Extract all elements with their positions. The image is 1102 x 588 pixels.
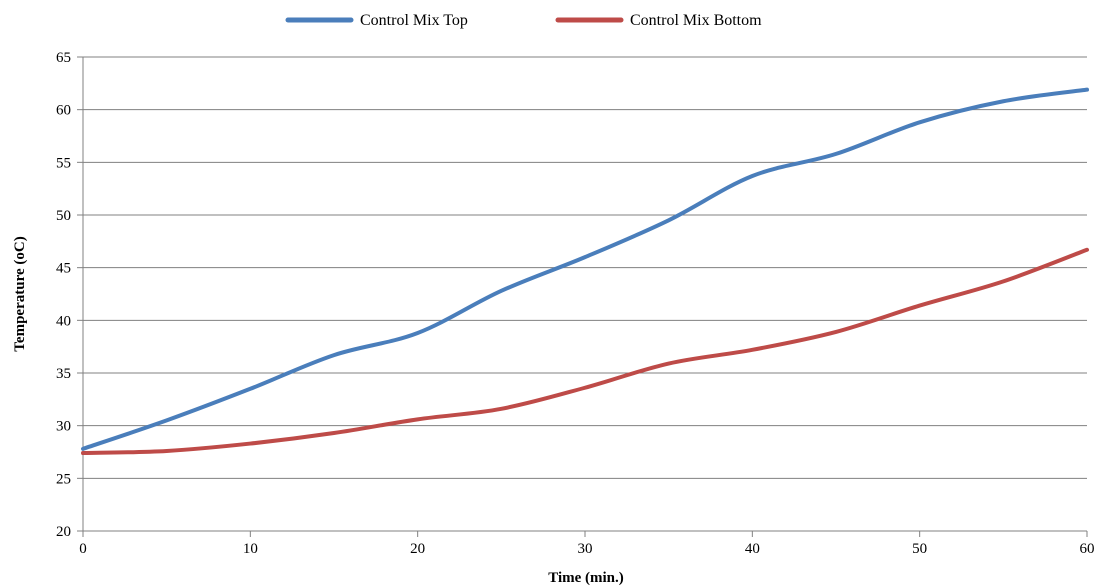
y-tick-label: 45 bbox=[56, 261, 71, 277]
x-tick-label: 40 bbox=[745, 541, 760, 557]
series-line-control-mix-top bbox=[83, 90, 1087, 449]
x-tick-label: 50 bbox=[912, 541, 927, 557]
y-tick-label: 55 bbox=[56, 155, 71, 171]
x-tick-labels: 0 10 20 30 40 50 60 bbox=[79, 541, 1094, 557]
legend-label-control-mix-bottom: Control Mix Bottom bbox=[630, 12, 762, 29]
gridlines bbox=[83, 57, 1087, 478]
y-tick-label: 60 bbox=[56, 103, 71, 119]
x-tick-label: 20 bbox=[410, 541, 425, 557]
legend-label-control-mix-top: Control Mix Top bbox=[360, 12, 468, 29]
x-tick-label: 0 bbox=[79, 541, 87, 557]
series-line-control-mix-bottom bbox=[83, 250, 1087, 453]
legend: Control Mix Top Control Mix Bottom bbox=[288, 12, 762, 29]
y-axis-title: Temperature (oC) bbox=[12, 236, 28, 351]
y-tick-label: 40 bbox=[56, 313, 71, 329]
axes bbox=[77, 57, 1087, 537]
y-tick-label: 20 bbox=[56, 524, 71, 540]
x-tick-label: 30 bbox=[578, 541, 593, 557]
y-tick-label: 65 bbox=[56, 50, 71, 66]
series-lines bbox=[83, 90, 1087, 453]
y-tick-label: 25 bbox=[56, 471, 71, 487]
y-tick-label: 35 bbox=[56, 366, 71, 382]
x-tick-label: 10 bbox=[243, 541, 258, 557]
y-tick-label: 50 bbox=[56, 208, 71, 224]
y-tick-label: 30 bbox=[56, 419, 71, 435]
x-tick-label: 60 bbox=[1080, 541, 1095, 557]
y-tick-labels: 20 25 30 35 40 45 50 55 60 65 bbox=[56, 50, 71, 540]
x-axis-title: Time (min.) bbox=[548, 570, 624, 586]
